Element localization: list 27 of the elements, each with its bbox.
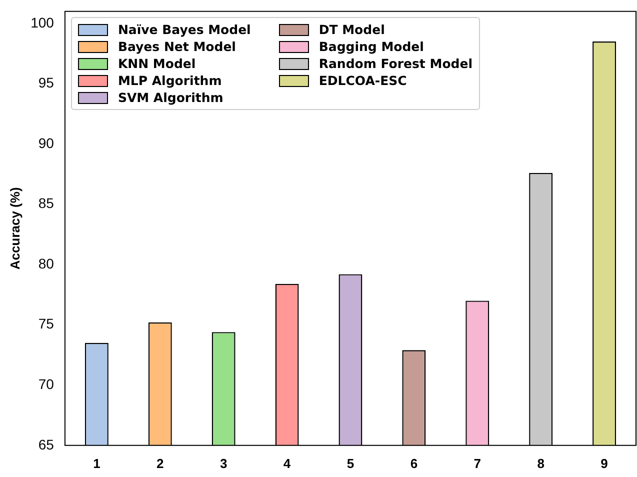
legend-label: EDLCOA-ESC (318, 73, 407, 88)
x-tick-label: 3 (220, 456, 228, 471)
x-tick-label: 9 (600, 456, 608, 471)
x-tick-label: 4 (283, 456, 292, 471)
legend-label: SVM Algorithm (118, 90, 224, 106)
legend-label: Bagging Model (318, 39, 424, 54)
y-tick-label: 80 (38, 255, 54, 272)
legend-label: Naïve Bayes Model (118, 22, 251, 38)
legend-label: DT Model (318, 22, 385, 38)
x-tick-label: 2 (156, 456, 164, 471)
legend-label: Random Forest Model (318, 56, 472, 72)
x-tick-label: 5 (346, 456, 354, 471)
y-tick-label: 85 (38, 195, 54, 212)
legend-label: MLP Algorithm (118, 73, 222, 88)
x-tick-label: 1 (93, 456, 100, 471)
legend-label: KNN Model (118, 56, 196, 72)
y-tick-label: 75 (38, 316, 54, 332)
x-tick-label: 8 (537, 456, 544, 471)
y-tick-label: 70 (38, 376, 54, 392)
y-tick-label: 95 (38, 74, 54, 91)
x-tick-label: 7 (474, 456, 481, 471)
x-tick-label: 6 (410, 456, 418, 471)
y-tick-label: 65 (38, 436, 54, 452)
y-tick-label: 100 (30, 14, 54, 30)
legend-label: Bayes Net Model (118, 39, 236, 54)
y-tick-label: 90 (38, 134, 54, 151)
y-axis-title: Accuracy (%) (7, 187, 22, 270)
